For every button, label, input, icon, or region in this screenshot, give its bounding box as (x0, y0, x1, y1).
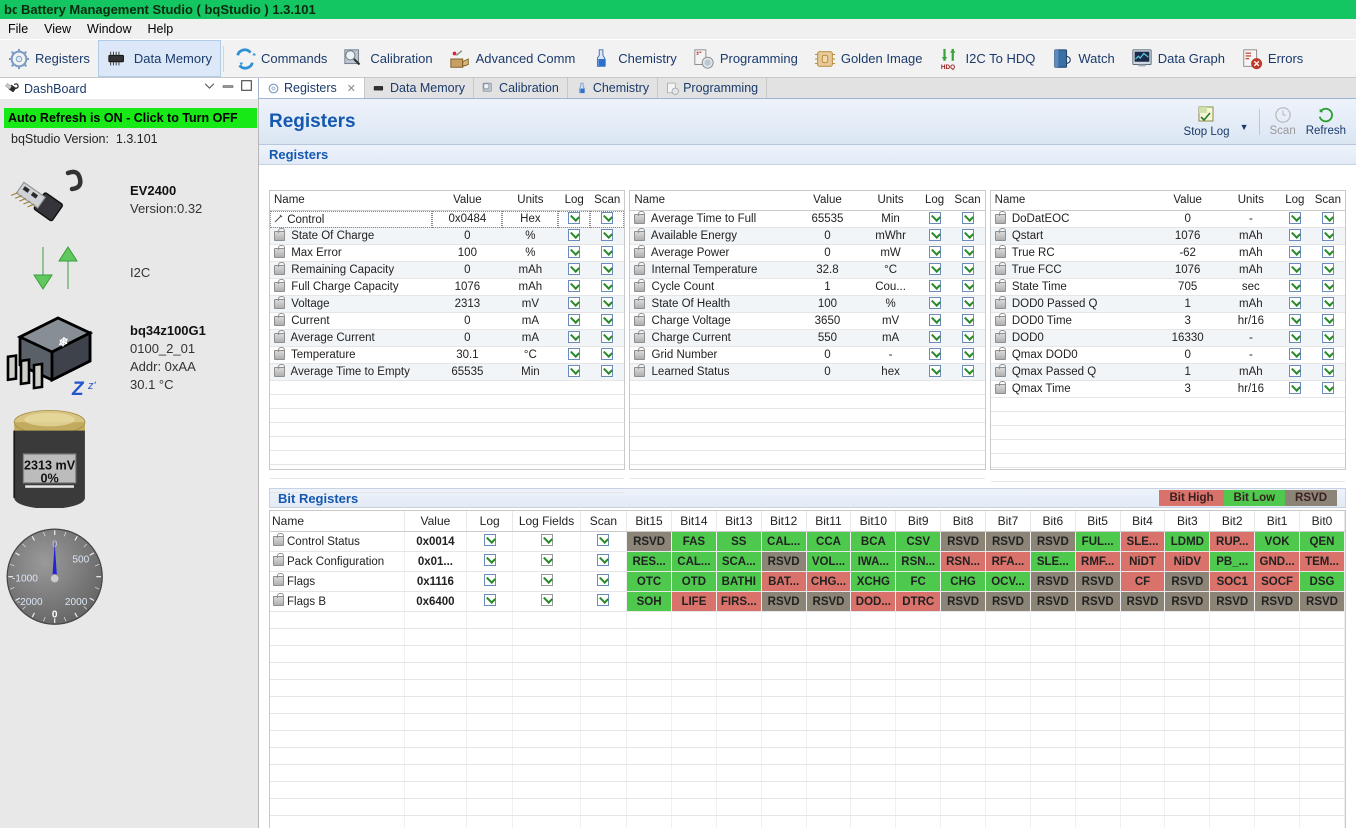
svg-text:2313 mV: 2313 mV (24, 458, 76, 472)
svg-text:-2000: -2000 (17, 597, 43, 608)
svg-text:0%: 0% (40, 472, 58, 486)
svg-text:bq: bq (4, 3, 17, 16)
svg-text:0: 0 (52, 610, 58, 621)
svg-text:HDQ: HDQ (940, 64, 954, 70)
svg-text:z': z' (87, 380, 97, 392)
svg-text:Z: Z (71, 379, 85, 400)
svg-text:-1000: -1000 (12, 573, 38, 584)
svg-text:500: 500 (72, 554, 89, 565)
svg-text:2000: 2000 (65, 597, 88, 608)
